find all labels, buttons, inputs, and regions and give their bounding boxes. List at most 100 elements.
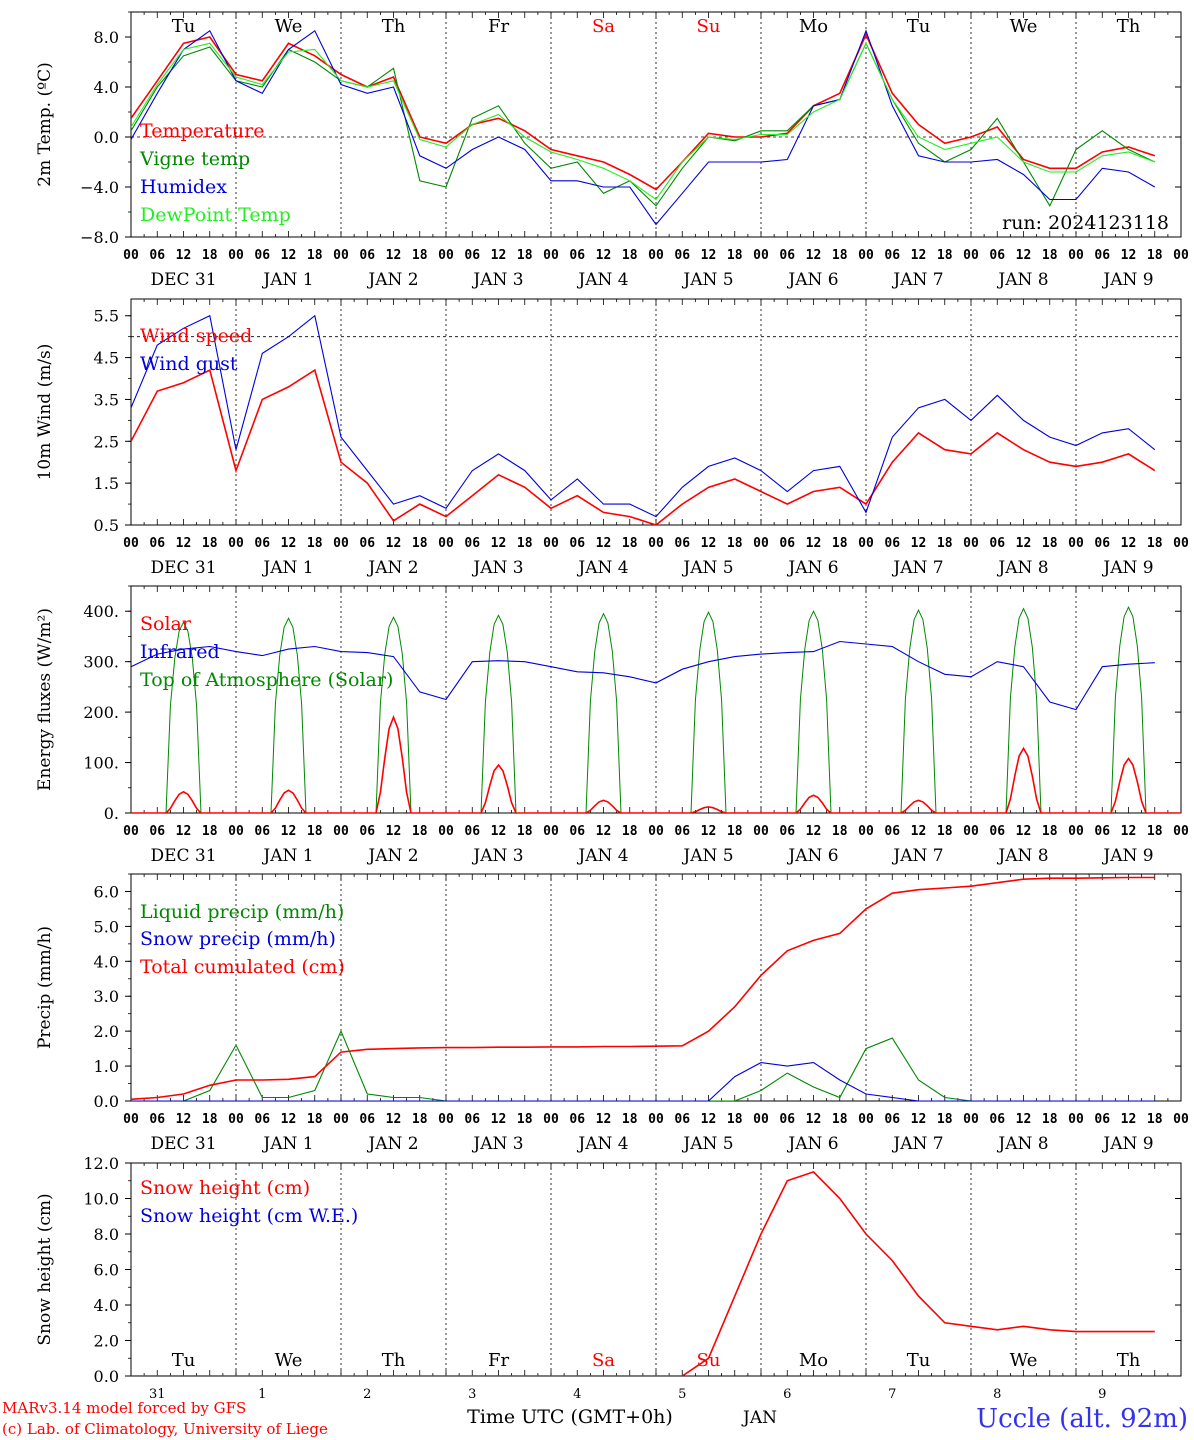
hour-label: 06 [254, 536, 270, 551]
hour-label: 18 [202, 248, 218, 263]
hour-label: 00 [1068, 1112, 1084, 1127]
day-label: DEC 31 [150, 558, 216, 578]
hour-label: 18 [1147, 248, 1163, 263]
hour-label: 00 [858, 248, 874, 263]
hour-label: 12 [911, 248, 927, 263]
y-tick-label: 12.0 [83, 1154, 119, 1173]
hour-label: 00 [123, 1112, 139, 1127]
y-tick-label: 0.0 [94, 1367, 119, 1386]
hour-label: 00 [1173, 824, 1189, 839]
hour-label: 12 [806, 1112, 822, 1127]
hour-label: 18 [412, 824, 428, 839]
bottom-day-number: 8 [993, 1387, 1001, 1402]
hour-label: 18 [412, 248, 428, 263]
day-label: JAN 9 [1101, 1134, 1153, 1154]
hour-label: 18 [1042, 248, 1058, 263]
hour-label: 00 [333, 536, 349, 551]
hour-label: 00 [753, 824, 769, 839]
day-label: JAN 6 [786, 1134, 838, 1154]
hour-label: 12 [491, 536, 507, 551]
hour-label: 12 [1121, 536, 1137, 551]
hour-label: 12 [176, 536, 192, 551]
legend-entry: DewPoint Temp [140, 204, 291, 226]
weekday-label: Mo [799, 16, 828, 37]
hour-label: 12 [281, 248, 297, 263]
hour-label: 18 [412, 1112, 428, 1127]
hour-label: 00 [1068, 536, 1084, 551]
hour-label: 06 [359, 536, 375, 551]
weekday-label: Tu [907, 16, 931, 37]
bottom-day-number: 4 [573, 1387, 581, 1402]
day-label: JAN 5 [681, 270, 733, 290]
hour-label: 12 [491, 1112, 507, 1127]
day-label: JAN 3 [471, 558, 523, 578]
day-label: JAN 7 [891, 558, 943, 578]
y-tick-label: 1.0 [94, 1057, 119, 1076]
weekday-label: Su [697, 16, 721, 37]
hour-label: 18 [832, 1112, 848, 1127]
hour-label: 18 [1147, 536, 1163, 551]
day-label: JAN 8 [996, 558, 1048, 578]
y-tick-label: 1.5 [94, 474, 119, 493]
hour-label: 18 [307, 1112, 323, 1127]
hour-label: 18 [307, 536, 323, 551]
hour-label: 00 [543, 536, 559, 551]
hour-label: 06 [464, 248, 480, 263]
hour-label: 18 [727, 1112, 743, 1127]
y-axis-label: 10m Wind (m/s) [35, 344, 55, 481]
hour-label: 00 [963, 1112, 979, 1127]
y-tick-label: 0. [104, 804, 119, 823]
hour-label: 12 [911, 536, 927, 551]
hour-label: 18 [937, 1112, 953, 1127]
hour-label: 12 [1016, 248, 1032, 263]
hour-label: 06 [1094, 1112, 1110, 1127]
day-label: JAN 5 [681, 1134, 733, 1154]
y-tick-label: 4.0 [94, 952, 119, 971]
y-axis-label: 2m Temp. (ºC) [35, 62, 55, 187]
hour-label: 00 [858, 1112, 874, 1127]
hour-label: 12 [701, 248, 717, 263]
weekday-label: Su [697, 1350, 721, 1371]
hour-label: 18 [622, 248, 638, 263]
day-label: JAN 4 [576, 558, 628, 578]
series-line [131, 368, 1156, 525]
day-label: DEC 31 [150, 1134, 216, 1154]
hour-label: 00 [438, 536, 454, 551]
hour-label: 06 [674, 536, 690, 551]
hour-label: 18 [517, 1112, 533, 1127]
hour-label: 06 [569, 824, 585, 839]
legend-entry: Snow height (cm) [140, 1177, 310, 1199]
hour-label: 18 [1147, 824, 1163, 839]
legend-entry: Temperature [140, 120, 264, 142]
hour-label: 12 [596, 536, 612, 551]
station-title: Uccle (alt. 92m) [976, 1404, 1188, 1434]
hour-label: 06 [254, 824, 270, 839]
hour-label: 06 [254, 1112, 270, 1127]
y-tick-label: 8.0 [94, 1225, 119, 1244]
hour-label: 18 [517, 824, 533, 839]
lab-credit: (c) Lab. of Climatology, University of L… [2, 1420, 328, 1438]
day-label: JAN 7 [891, 1134, 943, 1154]
day-label: JAN 1 [261, 270, 313, 290]
hour-label: 00 [753, 1112, 769, 1127]
hour-label: 18 [937, 248, 953, 263]
model-credit: MARv3.14 model forced by GFS [2, 1399, 246, 1417]
legend-entry: Infrared [140, 641, 220, 663]
panel-energy: 400. 300. 200. 100. 0. Energy fluxes (W/m²) 00… [35, 585, 1189, 866]
series-line [131, 1029, 1155, 1101]
hour-label: 18 [727, 536, 743, 551]
hour-label: 12 [806, 248, 822, 263]
weekday-label: Sa [592, 1350, 615, 1371]
hour-label: 18 [727, 824, 743, 839]
y-tick-label: 4.0 [94, 78, 119, 97]
day-label: JAN 8 [996, 846, 1048, 866]
bottom-day-number: 6 [783, 1387, 791, 1402]
day-label: JAN 2 [366, 558, 418, 578]
hour-label: 00 [963, 536, 979, 551]
hour-label: 18 [202, 824, 218, 839]
hour-label: 18 [202, 1112, 218, 1127]
series-line [131, 42, 1156, 207]
hour-label: 18 [412, 536, 428, 551]
y-tick-label: 5.0 [94, 917, 119, 936]
series-line [131, 1062, 1155, 1101]
